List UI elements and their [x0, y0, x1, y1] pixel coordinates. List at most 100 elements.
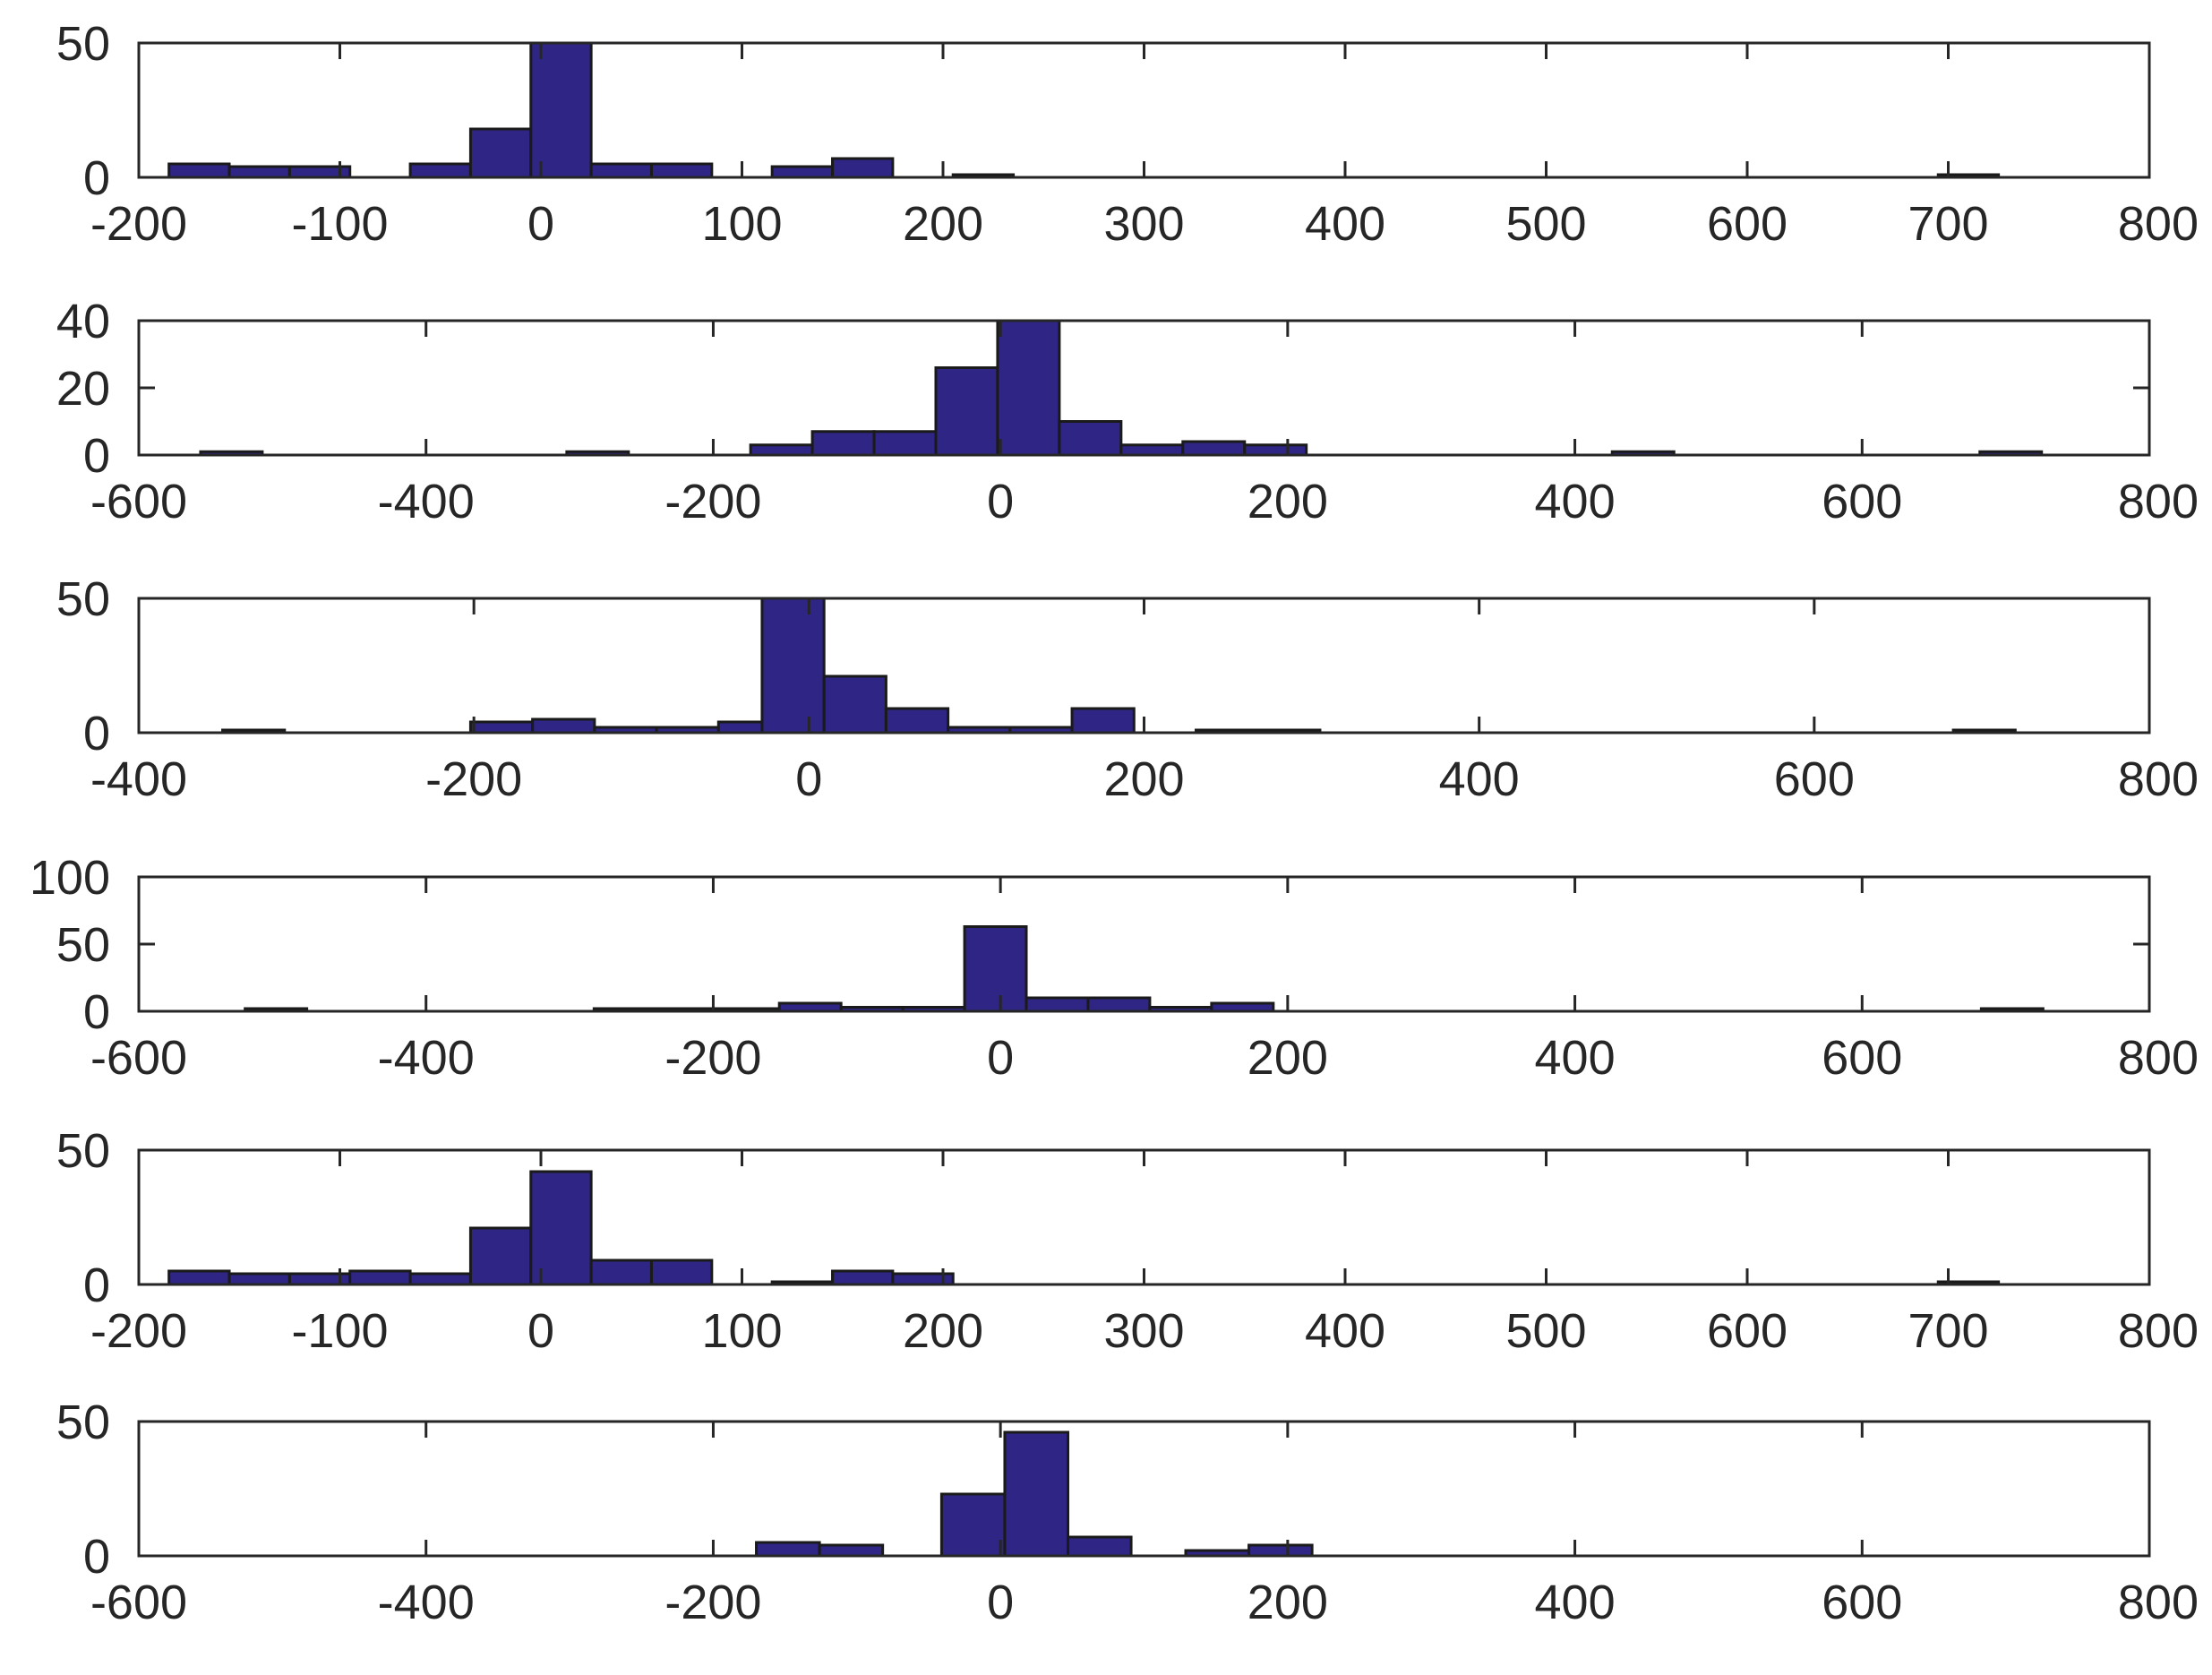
histogram-bar [760, 597, 826, 734]
x-tick-label: 400 [1305, 1304, 1385, 1358]
x-tick-label: 600 [1707, 1304, 1788, 1358]
x-tick-label: 200 [1103, 752, 1184, 806]
histogram-bar [529, 41, 593, 179]
x-tick-label: 400 [1535, 475, 1616, 528]
histogram-bar [1058, 420, 1123, 457]
x-tick-label: 600 [1822, 1031, 1902, 1085]
y-tick-label: 100 [30, 851, 110, 905]
axes-box [137, 1420, 2151, 1558]
x-tick-label: -400 [90, 752, 187, 806]
x-tick-label: -200 [664, 475, 761, 528]
x-tick-label: 800 [2118, 1576, 2199, 1629]
x-tick-label: 800 [2118, 1304, 2199, 1358]
histogram-bar [649, 162, 714, 179]
histogram-bar [531, 717, 596, 734]
x-tick-label: -600 [90, 1031, 187, 1085]
y-tick-label: 0 [83, 429, 110, 483]
histogram-bar [1025, 996, 1090, 1013]
histogram-bar [348, 1269, 412, 1286]
histogram-bar [589, 1258, 653, 1286]
x-tick-label: 0 [987, 475, 1014, 528]
y-tick-label: 50 [56, 17, 110, 71]
histogram-bar [1070, 707, 1136, 734]
x-tick-label: -200 [664, 1576, 761, 1629]
histogram-bar [755, 1541, 821, 1558]
histogram-bar [468, 1226, 533, 1286]
x-tick-label: -200 [90, 1304, 187, 1358]
y-tick-label: 0 [83, 1258, 110, 1312]
x-tick-label: 200 [903, 1304, 983, 1358]
y-tick-label: 0 [83, 151, 110, 205]
histogram-bar [831, 1269, 895, 1286]
x-tick-label: -200 [90, 197, 187, 251]
y-tick-label: 20 [56, 362, 110, 416]
x-tick-label: 0 [987, 1576, 1014, 1629]
y-tick-label: 0 [83, 707, 110, 760]
histogram-bar [884, 707, 950, 734]
histogram-bar [1119, 443, 1185, 457]
histogram-bar [934, 366, 999, 457]
x-tick-label: 700 [1908, 197, 1988, 251]
histogram-panel-3: -400 -200 0 200 400 600 800 0 50 [56, 572, 2199, 806]
histogram-bar [810, 430, 876, 457]
y-tick-label: 50 [56, 918, 110, 972]
x-tick-label: -200 [664, 1031, 761, 1085]
histogram-panel-2: -600 -400 -200 0 200 400 600 800 0 20 40 [56, 295, 2199, 528]
x-tick-label: 200 [903, 197, 983, 251]
x-tick-label: -400 [378, 475, 475, 528]
axes-box [137, 319, 2151, 457]
x-tick-label: 500 [1505, 197, 1586, 251]
histogram-panel-6: -600 -400 -200 0 200 400 600 800 0 50 [56, 1396, 2199, 1629]
histogram-bar [408, 1272, 472, 1286]
axes-box [137, 597, 2151, 734]
histogram-bar [749, 443, 814, 457]
histogram-bar [468, 720, 535, 734]
histogram-bar [1247, 1543, 1314, 1558]
x-tick-label: 600 [1822, 1576, 1902, 1629]
x-tick-label: 200 [1247, 475, 1328, 528]
x-tick-label: 600 [1707, 197, 1788, 251]
x-tick-label: -100 [291, 1304, 388, 1358]
x-tick-label: -600 [90, 1576, 187, 1629]
histogram-bar [589, 162, 653, 179]
x-tick-label: 300 [1103, 197, 1184, 251]
histogram-bar [1067, 1535, 1133, 1558]
x-tick-label: -400 [378, 1031, 475, 1085]
histogram-bar [468, 127, 533, 179]
histogram-bar [1181, 440, 1247, 457]
histogram-bar [1086, 996, 1152, 1013]
histogram-bar [996, 319, 1061, 457]
histogram-bar [167, 1269, 231, 1286]
histogram-bar [963, 925, 1028, 1013]
x-tick-label: 200 [1247, 1576, 1328, 1629]
x-tick-label: 0 [795, 752, 822, 806]
axes-box [137, 875, 2151, 1013]
x-tick-label: 400 [1535, 1576, 1616, 1629]
histogram-bar [1243, 443, 1308, 457]
axes-box [137, 1148, 2151, 1286]
x-tick-label: 0 [527, 197, 554, 251]
x-tick-label: 0 [987, 1031, 1014, 1085]
histogram-bar [818, 1543, 885, 1558]
histogram-bar [227, 165, 291, 179]
x-tick-label: 800 [2118, 752, 2199, 806]
histogram-bar [408, 162, 472, 179]
y-tick-label: 0 [83, 1530, 110, 1584]
x-tick-label: 200 [1247, 1031, 1328, 1085]
x-tick-label: 100 [701, 1304, 782, 1358]
x-tick-label: 400 [1305, 197, 1385, 251]
y-tick-label: 50 [56, 1124, 110, 1178]
histogram-panel-1: -200 -100 0 100 200 300 400 500 600 700 800 0 50 [56, 17, 2199, 251]
x-tick-label: 100 [701, 197, 782, 251]
histogram-bar [167, 162, 231, 179]
histogram-bar [1003, 1430, 1070, 1558]
x-tick-label: 0 [527, 1304, 554, 1358]
y-tick-label: 50 [56, 572, 110, 626]
axes-box [137, 41, 2151, 179]
histogram-bar [872, 430, 938, 457]
x-tick-label: -600 [90, 475, 187, 528]
histogram-bar [529, 1170, 593, 1286]
x-tick-label: -400 [378, 1576, 475, 1629]
x-tick-label: 300 [1103, 1304, 1184, 1358]
